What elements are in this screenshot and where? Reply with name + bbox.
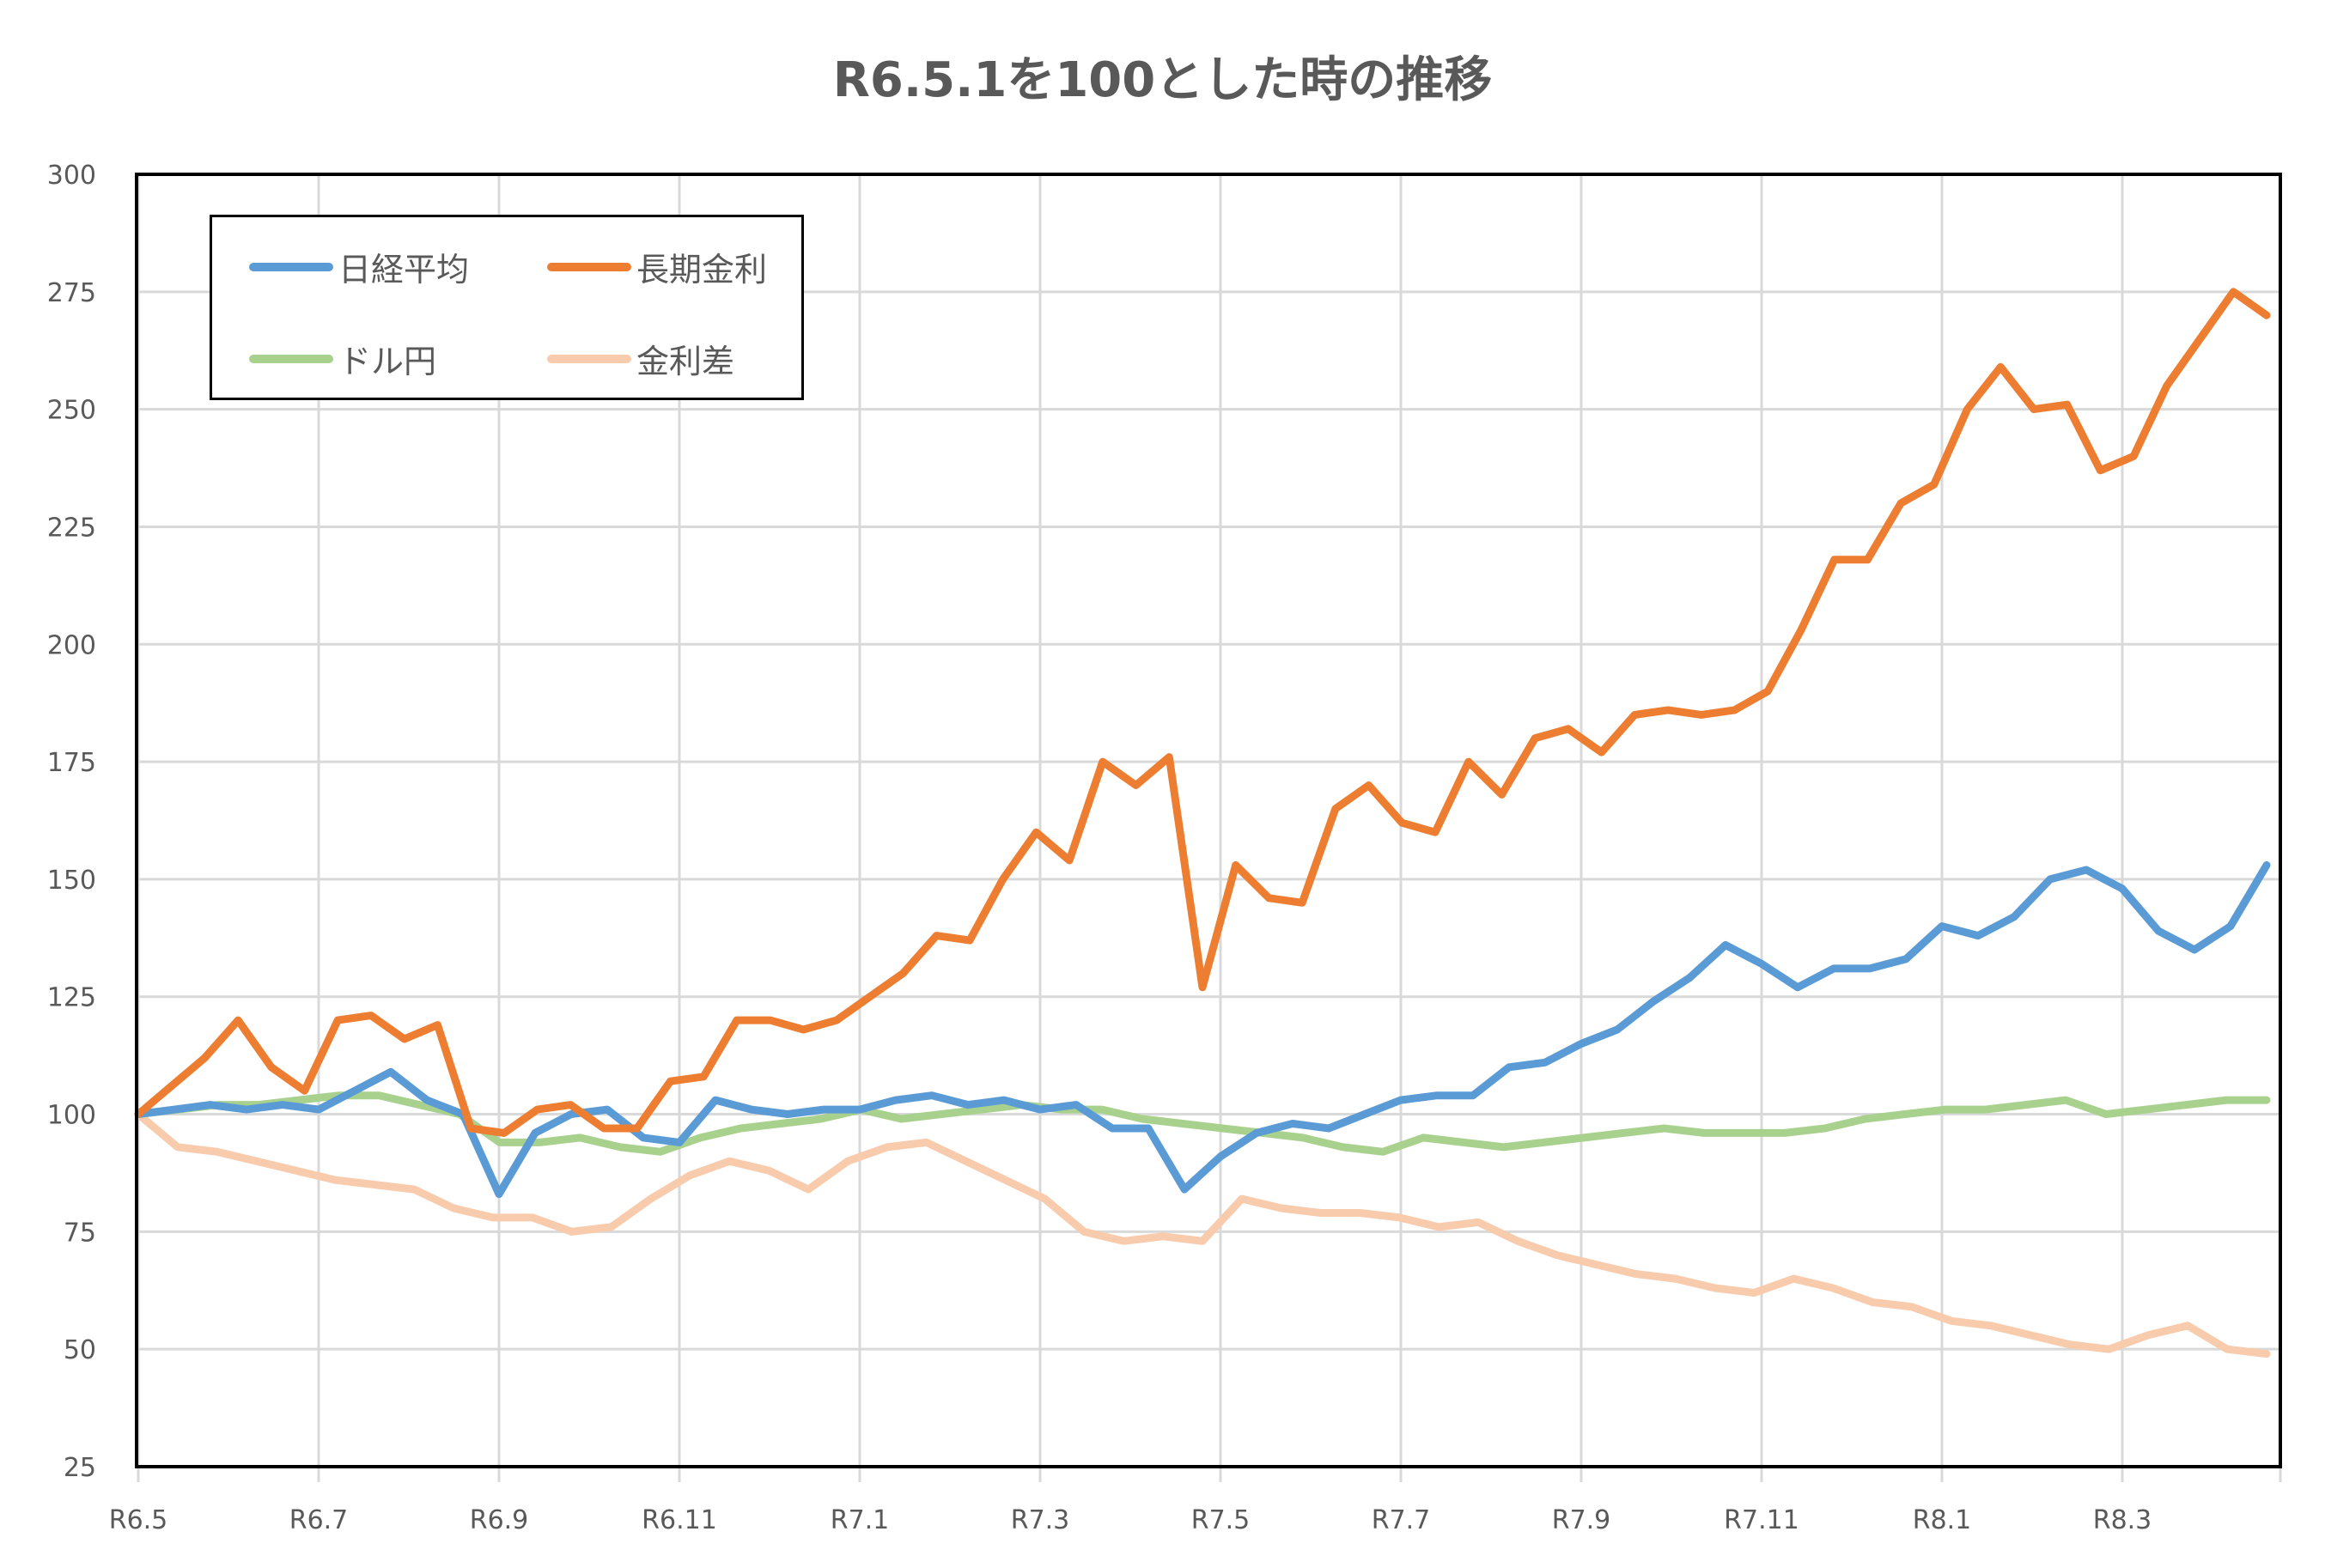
y-tick-label: 100 — [47, 1101, 96, 1131]
legend-swatch-rate-spread — [547, 354, 631, 363]
y-tick-label: 250 — [47, 396, 96, 426]
legend-swatch-long-rate — [547, 262, 631, 271]
legend-item-nikkei: 日経平均 — [249, 243, 469, 290]
legend-item-usdjpy: ドル円 — [249, 335, 436, 382]
y-tick-label: 200 — [47, 630, 96, 660]
x-tick-label: R7.3 — [1011, 1505, 1070, 1535]
y-tick-label: 175 — [47, 748, 96, 778]
series-line-1 — [134, 288, 2271, 1137]
series-line-0 — [134, 861, 2271, 1199]
y-tick-label: 300 — [47, 161, 96, 191]
y-tick-label: 225 — [47, 513, 96, 543]
x-tick-label: R7.5 — [1191, 1505, 1251, 1535]
legend-item-rate-spread: 金利差 — [547, 335, 734, 382]
plot-area-border — [135, 173, 2282, 1468]
y-tick-label: 25 — [64, 1453, 96, 1483]
legend-swatch-nikkei — [249, 262, 333, 271]
legend-label: 長期金利 — [636, 251, 768, 289]
legend-label: 金利差 — [636, 343, 735, 380]
x-tick-label: R8.3 — [2093, 1505, 2152, 1535]
series-line-2 — [134, 1091, 2271, 1156]
x-tick-label: R6.9 — [470, 1505, 529, 1535]
chart-title: R6.5.1を100とした時の推移 — [832, 52, 1493, 108]
y-tick-label: 150 — [47, 866, 96, 896]
x-tick-label: R6.11 — [642, 1505, 717, 1535]
y-tick-label: 275 — [47, 278, 96, 308]
x-tick-label: R7.1 — [831, 1505, 890, 1535]
x-tick-label: R7.9 — [1552, 1505, 1611, 1535]
x-axis-ticks: R6.5 R6.7 R6.9 R6.11 R7.1 R7.3 R7.5 R7.7 R7.9 R7.… — [109, 1505, 2152, 1535]
x-tick-label: R8.1 — [1913, 1505, 1972, 1535]
legend: 日経平均 長期金利 ドル円 金利差 — [210, 215, 804, 400]
x-tick-label: R7.7 — [1372, 1505, 1431, 1535]
y-tick-label: 75 — [64, 1218, 96, 1248]
x-tick-label: R7.11 — [1724, 1505, 1799, 1535]
data-lines — [134, 288, 2271, 1358]
series-line-3 — [134, 1110, 2271, 1358]
y-axis-ticks: 25 50 75 100 125 150 175 200 225 250 275 300 — [47, 161, 96, 1483]
x-tick-label: R6.5 — [109, 1505, 168, 1535]
legend-item-long-rate: 長期金利 — [547, 243, 767, 290]
legend-label: ドル円 — [338, 343, 437, 380]
y-tick-label: 125 — [47, 983, 96, 1013]
legend-label: 日経平均 — [338, 251, 470, 289]
y-tick-label: 50 — [64, 1335, 96, 1365]
x-tick-label: R6.7 — [289, 1505, 349, 1535]
legend-swatch-usdjpy — [249, 354, 333, 363]
